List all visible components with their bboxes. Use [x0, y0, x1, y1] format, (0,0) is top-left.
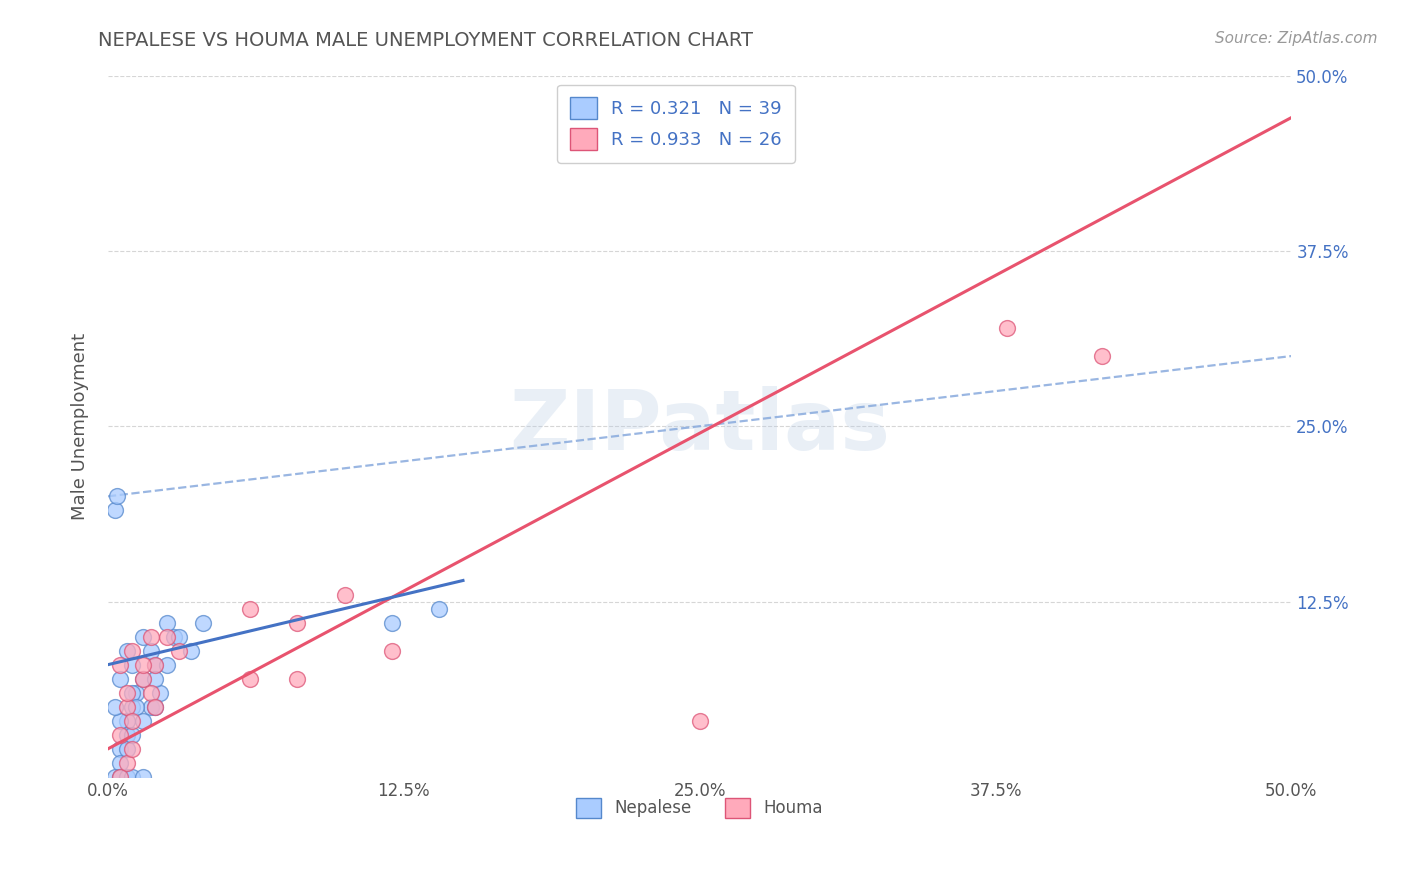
Point [132, 657, 155, 672]
Point [115, 686, 138, 700]
Point [107, 489, 129, 503]
Point [143, 657, 166, 672]
Point [104, 699, 127, 714]
Point [125, 686, 148, 700]
Point [285, 615, 308, 630]
Point [121, 714, 143, 728]
Point [108, 770, 131, 784]
Point [132, 714, 155, 728]
Point [115, 643, 138, 657]
Point [108, 741, 131, 756]
Point [115, 741, 138, 756]
Point [139, 643, 162, 657]
Point [139, 630, 162, 644]
Point [115, 714, 138, 728]
Point [121, 728, 143, 742]
Point [139, 686, 162, 700]
Point [132, 672, 155, 686]
Y-axis label: Male Unemployment: Male Unemployment [72, 333, 89, 520]
Point [156, 630, 179, 644]
Point [108, 728, 131, 742]
Point [156, 657, 179, 672]
Point [125, 699, 148, 714]
Point [121, 643, 143, 657]
Point [156, 615, 179, 630]
Point [115, 699, 138, 714]
Point [108, 657, 131, 672]
Point [143, 672, 166, 686]
Point [104, 503, 127, 517]
Point [180, 643, 202, 657]
Point [115, 756, 138, 770]
Point [149, 686, 172, 700]
Point [121, 699, 143, 714]
Point [104, 770, 127, 784]
Point [995, 321, 1018, 335]
Point [381, 643, 404, 657]
Point [167, 643, 190, 657]
Point [108, 672, 131, 686]
Legend: Nepalese, Houma: Nepalese, Houma [569, 791, 830, 824]
Point [108, 770, 131, 784]
Text: Source: ZipAtlas.com: Source: ZipAtlas.com [1215, 31, 1378, 46]
Point [108, 756, 131, 770]
Point [239, 601, 262, 615]
Point [381, 615, 404, 630]
Point [163, 630, 186, 644]
Point [132, 672, 155, 686]
Point [121, 741, 143, 756]
Point [108, 714, 131, 728]
Point [427, 601, 450, 615]
Point [121, 657, 143, 672]
Point [285, 672, 308, 686]
Point [689, 714, 711, 728]
Point [333, 587, 356, 601]
Point [132, 770, 155, 784]
Point [121, 686, 143, 700]
Point [143, 657, 166, 672]
Point [1091, 349, 1114, 363]
Point [121, 770, 143, 784]
Point [143, 699, 166, 714]
Text: NEPALESE VS HOUMA MALE UNEMPLOYMENT CORRELATION CHART: NEPALESE VS HOUMA MALE UNEMPLOYMENT CORR… [98, 31, 754, 50]
Point [191, 615, 214, 630]
Point [167, 630, 190, 644]
Point [239, 672, 262, 686]
Point [115, 728, 138, 742]
Point [132, 630, 155, 644]
Point [139, 699, 162, 714]
Text: ZIPatlas: ZIPatlas [509, 385, 890, 467]
Point [143, 699, 166, 714]
Point [115, 770, 138, 784]
